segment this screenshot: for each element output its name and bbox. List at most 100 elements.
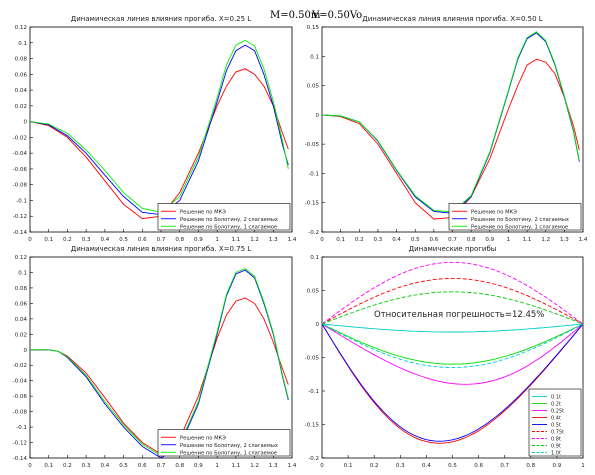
x-tick-label: 0 xyxy=(28,237,32,243)
x-tick-label: 0.3 xyxy=(396,463,405,469)
legend-label: 0.5t xyxy=(551,423,561,429)
x-tick-label: 1.4 xyxy=(288,463,297,469)
x-tick-label: 0.5 xyxy=(411,237,420,243)
mass-label: M=0.50m xyxy=(270,10,321,21)
y-tick-label: 0.04 xyxy=(15,317,28,323)
series-line-7 xyxy=(321,261,584,325)
y-tick-label: 0.02 xyxy=(15,104,27,110)
y-tick-label: -0.14 xyxy=(13,230,28,236)
chart-title: Динамическая линия влияния прогиба. X=0.… xyxy=(71,245,252,253)
x-tick-label: 0.8 xyxy=(175,237,184,243)
x-tick-label: 0.5 xyxy=(119,237,128,243)
x-tick-label: 0.6 xyxy=(138,463,147,469)
y-tick-label: 0 xyxy=(24,120,28,126)
x-tick-label: 1.3 xyxy=(560,237,569,243)
y-tick-label: 0.06 xyxy=(15,301,28,307)
y-tick-label: 0 xyxy=(316,113,320,119)
series-line-3 xyxy=(29,39,289,213)
legend-label: Решение по МКЭ xyxy=(471,209,517,215)
y-tick-label: -0.05 xyxy=(305,356,320,362)
x-tick-label: 0.9 xyxy=(485,237,494,243)
x-tick-label: 0.3 xyxy=(82,237,91,243)
x-tick-label: 0 xyxy=(320,463,324,469)
x-tick-label: 0.9 xyxy=(194,237,203,243)
x-tick-label: 0.2 xyxy=(370,463,379,469)
y-tick-label: -0.06 xyxy=(13,394,28,400)
series-line-1 xyxy=(321,323,584,333)
legend-label: Решение по МКЭ xyxy=(180,435,226,441)
y-tick-label: -0.04 xyxy=(13,151,28,157)
series-line-6 xyxy=(321,277,584,325)
y-tick-label: -0.05 xyxy=(305,142,320,148)
x-tick-label: 0.7 xyxy=(157,463,166,469)
plot-frame xyxy=(321,26,584,233)
legend-label: 1.0t xyxy=(551,451,561,457)
y-tick-label: -0.02 xyxy=(13,363,27,369)
legend-box xyxy=(448,203,582,231)
error-annotation: Относительная погрешность=12.45% xyxy=(374,310,544,320)
y-tick-label: 0.12 xyxy=(15,25,27,31)
legend-label: Решение по МКЭ xyxy=(180,209,226,215)
x-tick-label: 0.8 xyxy=(175,463,184,469)
chart-title: Динамическая линия влияния прогиба. X=0.… xyxy=(71,15,252,23)
legend-label: Решение по Болотину, 1 слагаемое xyxy=(180,450,277,456)
y-tick-label: -0.15 xyxy=(305,201,320,207)
legend-label: 0.25t xyxy=(551,409,564,415)
y-tick-label: 0.1 xyxy=(310,255,319,261)
x-tick-label: 0.4 xyxy=(392,237,401,243)
x-tick-label: 1.2 xyxy=(250,237,259,243)
y-tick-label: 0.1 xyxy=(18,41,27,47)
series-line-3 xyxy=(321,323,584,385)
x-tick-label: 1 xyxy=(581,463,585,469)
y-tick-label: -0.08 xyxy=(13,183,28,189)
y-tick-label: -0.1 xyxy=(308,171,319,177)
chart-panel-3: Динамическая линия влияния прогиба. X=0.… xyxy=(13,245,297,469)
y-tick-label: 0.1 xyxy=(310,54,319,60)
x-tick-label: 0.2 xyxy=(63,463,72,469)
series-line-2 xyxy=(321,323,584,365)
y-tick-label: -0.12 xyxy=(13,214,27,220)
y-tick-label: -0.2 xyxy=(308,230,319,236)
x-tick-label: 1.1 xyxy=(523,237,532,243)
legend-label: 0.75t xyxy=(551,430,564,436)
x-tick-label: 0.1 xyxy=(44,237,53,243)
legend-label: 0.1t xyxy=(551,395,561,401)
x-tick-label: 0.6 xyxy=(138,237,147,243)
legend-label: 0.2t xyxy=(551,402,561,408)
series-line-9 xyxy=(321,323,584,369)
legend-label: Решение по Болотину, 2 слагаемых xyxy=(180,217,278,223)
x-tick-label: 0.3 xyxy=(374,237,383,243)
x-tick-label: 0.1 xyxy=(336,237,345,243)
y-tick-label: -0.1 xyxy=(16,425,27,431)
legend: Решение по МКЭ Решение по Болотину, 2 сла… xyxy=(157,203,291,231)
x-tick-label: 1.2 xyxy=(541,237,550,243)
x-tick-label: 1.1 xyxy=(231,463,240,469)
x-tick-label: 0 xyxy=(28,463,32,469)
y-tick-label: 0 xyxy=(24,348,28,354)
x-tick-label: 1 xyxy=(215,237,219,243)
legend-label: Решение по Болотину, 2 слагаемых xyxy=(471,217,569,223)
y-tick-label: 0.04 xyxy=(15,88,28,94)
x-tick-label: 1.2 xyxy=(250,463,259,469)
y-tick-label: -0.15 xyxy=(305,423,320,429)
legend: Решение по МКЭ Решение по Болотину, 2 сла… xyxy=(448,203,582,231)
legend-box xyxy=(157,203,291,231)
y-tick-label: -0.02 xyxy=(13,135,27,141)
x-tick-label: 1.3 xyxy=(269,237,278,243)
legend-box xyxy=(157,429,291,457)
x-tick-label: 0.3 xyxy=(82,463,91,469)
x-tick-label: 0.5 xyxy=(448,463,457,469)
x-tick-label: 0.2 xyxy=(355,237,364,243)
chart-title: Динамическая линия влияния прогиба. X=0.… xyxy=(362,15,543,23)
chart-panel-1: Динамическая линия влияния прогиба. X=0.… xyxy=(13,15,297,243)
legend: Решение по МКЭ Решение по Болотину, 2 сла… xyxy=(157,429,291,457)
series-line-4 xyxy=(321,323,584,444)
chart-panel-4: Динамические прогибы 0 0.1 0.2 0.3 0.4 0.5 0.6 0… xyxy=(305,245,585,469)
x-tick-label: 0.4 xyxy=(100,237,109,243)
y-tick-label: 0.08 xyxy=(15,286,28,292)
x-tick-label: 0.1 xyxy=(344,463,353,469)
series-line-1 xyxy=(321,58,580,220)
y-tick-label: 0.06 xyxy=(15,72,28,78)
y-tick-label: -0.1 xyxy=(308,389,319,395)
